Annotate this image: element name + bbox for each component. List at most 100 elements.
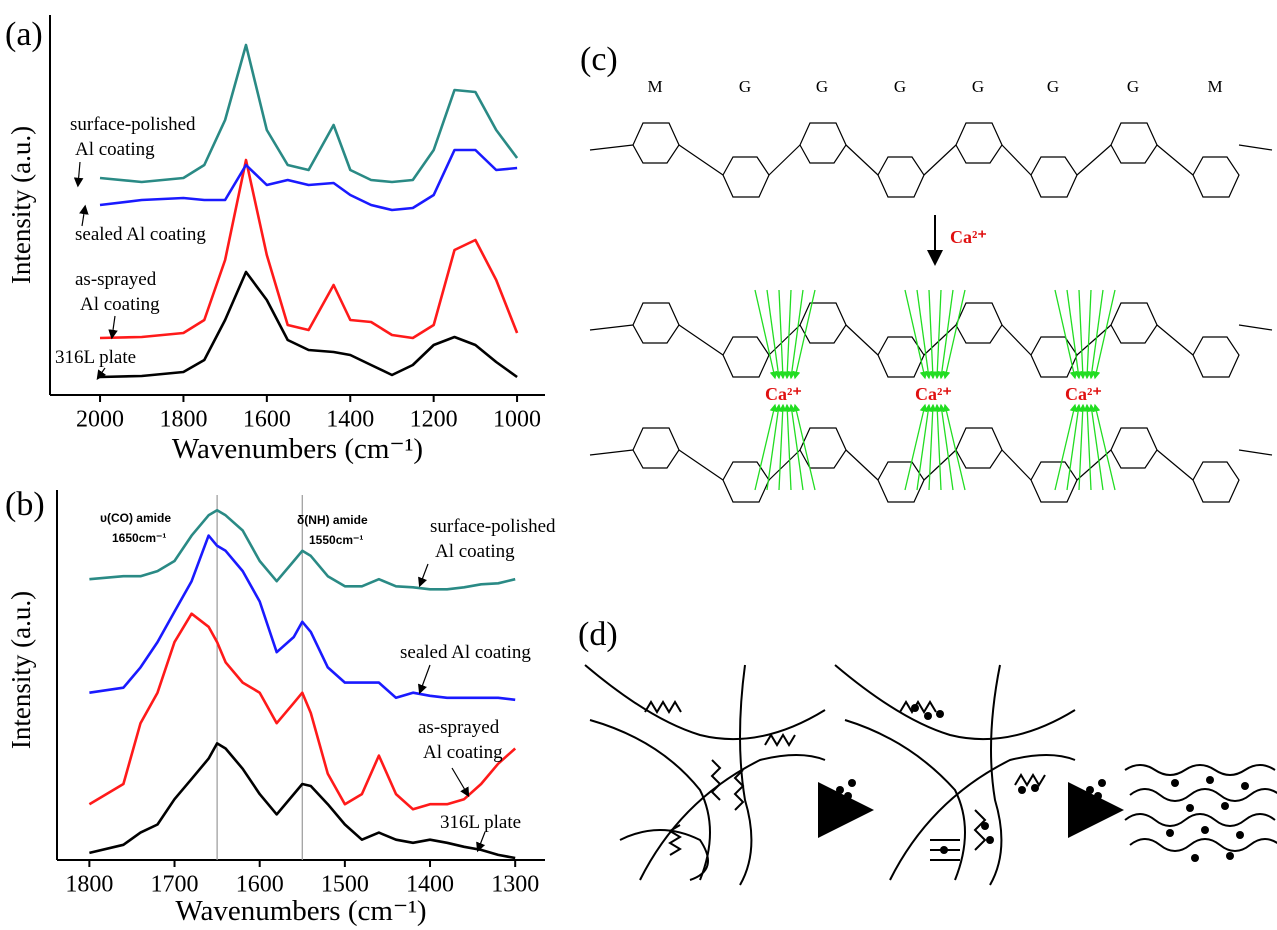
ion-label: Ca²⁺ [915, 384, 952, 404]
residue-label: G [739, 77, 751, 96]
bound-ions [1166, 776, 1249, 862]
glycosidic-bond [1156, 449, 1194, 481]
coordination-arrow [933, 289, 942, 380]
spectrum-line [99, 270, 518, 379]
residue-label: G [816, 77, 828, 96]
sugar-ring [632, 302, 680, 344]
glycosidic-bond [1076, 449, 1112, 481]
sugar-ring [632, 122, 680, 164]
series-label: Al coating [80, 294, 160, 315]
residue-label: G [1127, 77, 1139, 96]
reference-label: δ(NH) amide [297, 513, 368, 527]
coordination-arrow [1092, 403, 1116, 491]
junction [899, 700, 937, 714]
ion-label: Ca²⁺ [765, 384, 802, 404]
spectrum-line [89, 509, 516, 591]
glycosidic-bond [678, 144, 724, 176]
glycosidic-bond [923, 324, 957, 356]
junction [668, 824, 682, 856]
coordination-arrow [766, 289, 782, 380]
panel-label: (b) [5, 486, 45, 523]
label-pointer [417, 664, 431, 695]
glycosidic-bond [678, 324, 724, 356]
coordination-arrow [1083, 403, 1092, 491]
glycosidic-bond [845, 324, 879, 356]
reference-label: 1650cm⁻¹ [112, 531, 166, 545]
chain-end [1238, 449, 1273, 456]
junction [644, 700, 682, 714]
x-tick-label: 1400 [406, 872, 454, 898]
x-tick-label: 1500 [321, 872, 369, 898]
chain [1129, 788, 1277, 802]
coordination-arrow [942, 289, 966, 380]
coordination-arrow [1088, 289, 1104, 380]
sugar-ring [722, 156, 770, 198]
coordination-arrow [938, 403, 954, 491]
coordination-arrow [916, 289, 932, 380]
residue-label: G [894, 77, 906, 96]
spectrum-panel: (b) Intensity (a.u.) Wavenumbers (cm⁻¹) 180… [5, 486, 556, 927]
coordination-arrow [904, 289, 928, 380]
chain [1124, 764, 1276, 776]
chain-end [1238, 324, 1273, 331]
coordination-arrow [1054, 403, 1078, 491]
series-label: as-sprayed [418, 717, 500, 738]
spectrum-panel: (a) Intensity (a.u.) Wavenumbers (cm⁻¹) 200… [5, 15, 545, 465]
coordination-arrow [783, 289, 792, 380]
glycosidic-bond [768, 324, 801, 356]
chain [619, 829, 709, 881]
panel-label: (c) [580, 41, 618, 78]
sugar-ring [955, 427, 1003, 469]
chain [1129, 838, 1277, 852]
glycosidic-bond [1001, 324, 1032, 356]
x-tick-label: 2000 [76, 407, 124, 433]
sugar-ring [1110, 122, 1158, 164]
coordination-arrow [1083, 289, 1092, 380]
reference-label: 1550cm⁻¹ [309, 533, 363, 547]
sugar-ring [877, 461, 925, 503]
x-tick-label: 1400 [326, 407, 374, 433]
chain [989, 664, 1003, 886]
coordination-arrow [754, 403, 778, 491]
series-label: Al coating [423, 742, 503, 763]
junction [973, 809, 987, 851]
x-tick-label: 1600 [236, 872, 284, 898]
glycosidic-bond [923, 144, 957, 176]
glycosidic-bond [845, 449, 879, 481]
series-label: 316L plate [55, 347, 136, 368]
chain-end [589, 449, 634, 456]
sugar-ring [632, 427, 680, 469]
coordination-arrow [928, 403, 937, 491]
coordination-arrow [916, 403, 932, 491]
chain-end [1238, 144, 1273, 151]
glycosidic-bond [1156, 324, 1194, 356]
x-tick-label: 1700 [151, 872, 199, 898]
coordination-arrow [778, 289, 787, 380]
series-label: Al coating [75, 139, 155, 160]
spectrum-line [99, 43, 519, 184]
coordination-arrow [1078, 403, 1087, 491]
x-tick-label: 1000 [493, 407, 541, 433]
sugar-ring [1192, 336, 1240, 378]
residue-label: G [1047, 77, 1059, 96]
x-tick-label: 1800 [65, 872, 113, 898]
coordination-arrow [754, 289, 778, 380]
chain [834, 664, 1076, 741]
sugar-ring [722, 461, 770, 503]
residue-label: G [972, 77, 984, 96]
coordination-arrow [778, 403, 787, 491]
residue-label: M [647, 77, 662, 96]
ion-label: Ca²⁺ [1065, 384, 1102, 404]
coordination-arrow [792, 403, 816, 491]
reference-label: υ(CO) amide [100, 511, 171, 525]
spectrum-line [99, 148, 518, 212]
sugar-ring [955, 122, 1003, 164]
label-pointer [476, 831, 486, 853]
label-pointer [96, 367, 107, 380]
chain [739, 664, 753, 886]
series-label: Al coating [435, 541, 515, 562]
chain [1124, 813, 1276, 827]
coordination-arrow [938, 289, 954, 380]
coordination-arrow [788, 403, 804, 491]
